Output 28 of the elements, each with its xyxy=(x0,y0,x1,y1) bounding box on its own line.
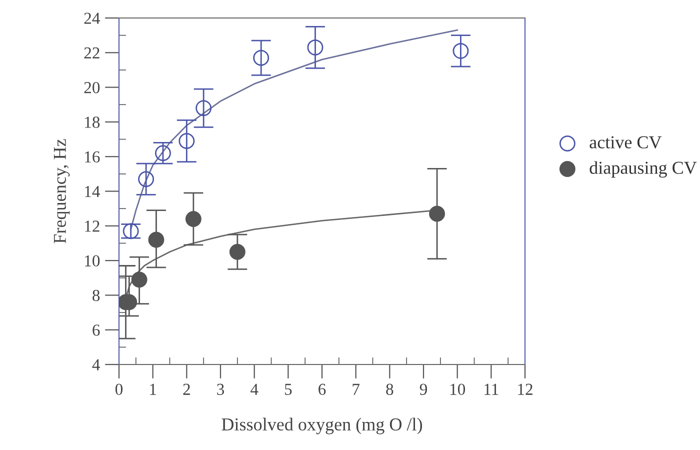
y-axis-title: Frequency, Hz xyxy=(54,139,70,244)
x-tick-label: 7 xyxy=(352,384,360,395)
y-tick-label: 4 xyxy=(92,359,100,370)
y-tick-label: 20 xyxy=(84,82,100,94)
y-tick-label: 8 xyxy=(92,290,100,302)
y-tick-label: 18 xyxy=(85,116,100,128)
legend-label: active CV xyxy=(590,136,662,148)
y-tick-label: 6 xyxy=(92,324,100,336)
y-tick-label: 16 xyxy=(85,151,100,163)
x-tick-label: 12 xyxy=(518,384,532,395)
y-tick-label: 22 xyxy=(84,47,100,58)
x-tick-label: 1 xyxy=(150,384,156,395)
x-tick-label: 8 xyxy=(386,384,394,395)
x-tick-label: 5 xyxy=(284,384,292,395)
y-tick-label: 24 xyxy=(84,12,100,24)
y-tick-label: 10 xyxy=(85,255,100,266)
x-tick-label: 6 xyxy=(318,384,326,395)
x-tick-label: 10 xyxy=(450,384,466,395)
y-tick-label: 12 xyxy=(85,220,100,232)
x-axis-title: Dissolved oxygen (mg O /l) xyxy=(222,418,422,434)
x-tick-label: 0 xyxy=(115,384,123,395)
x-tick-label: 4 xyxy=(250,384,258,395)
x-tick-label: 9 xyxy=(420,384,427,395)
x-tick-label: 2 xyxy=(183,384,190,395)
y-tick-label: 14 xyxy=(85,186,100,198)
x-tick-label: 3 xyxy=(217,384,224,395)
legend-label: diapausing CV xyxy=(590,161,697,178)
x-tick-label: 11 xyxy=(484,384,498,395)
